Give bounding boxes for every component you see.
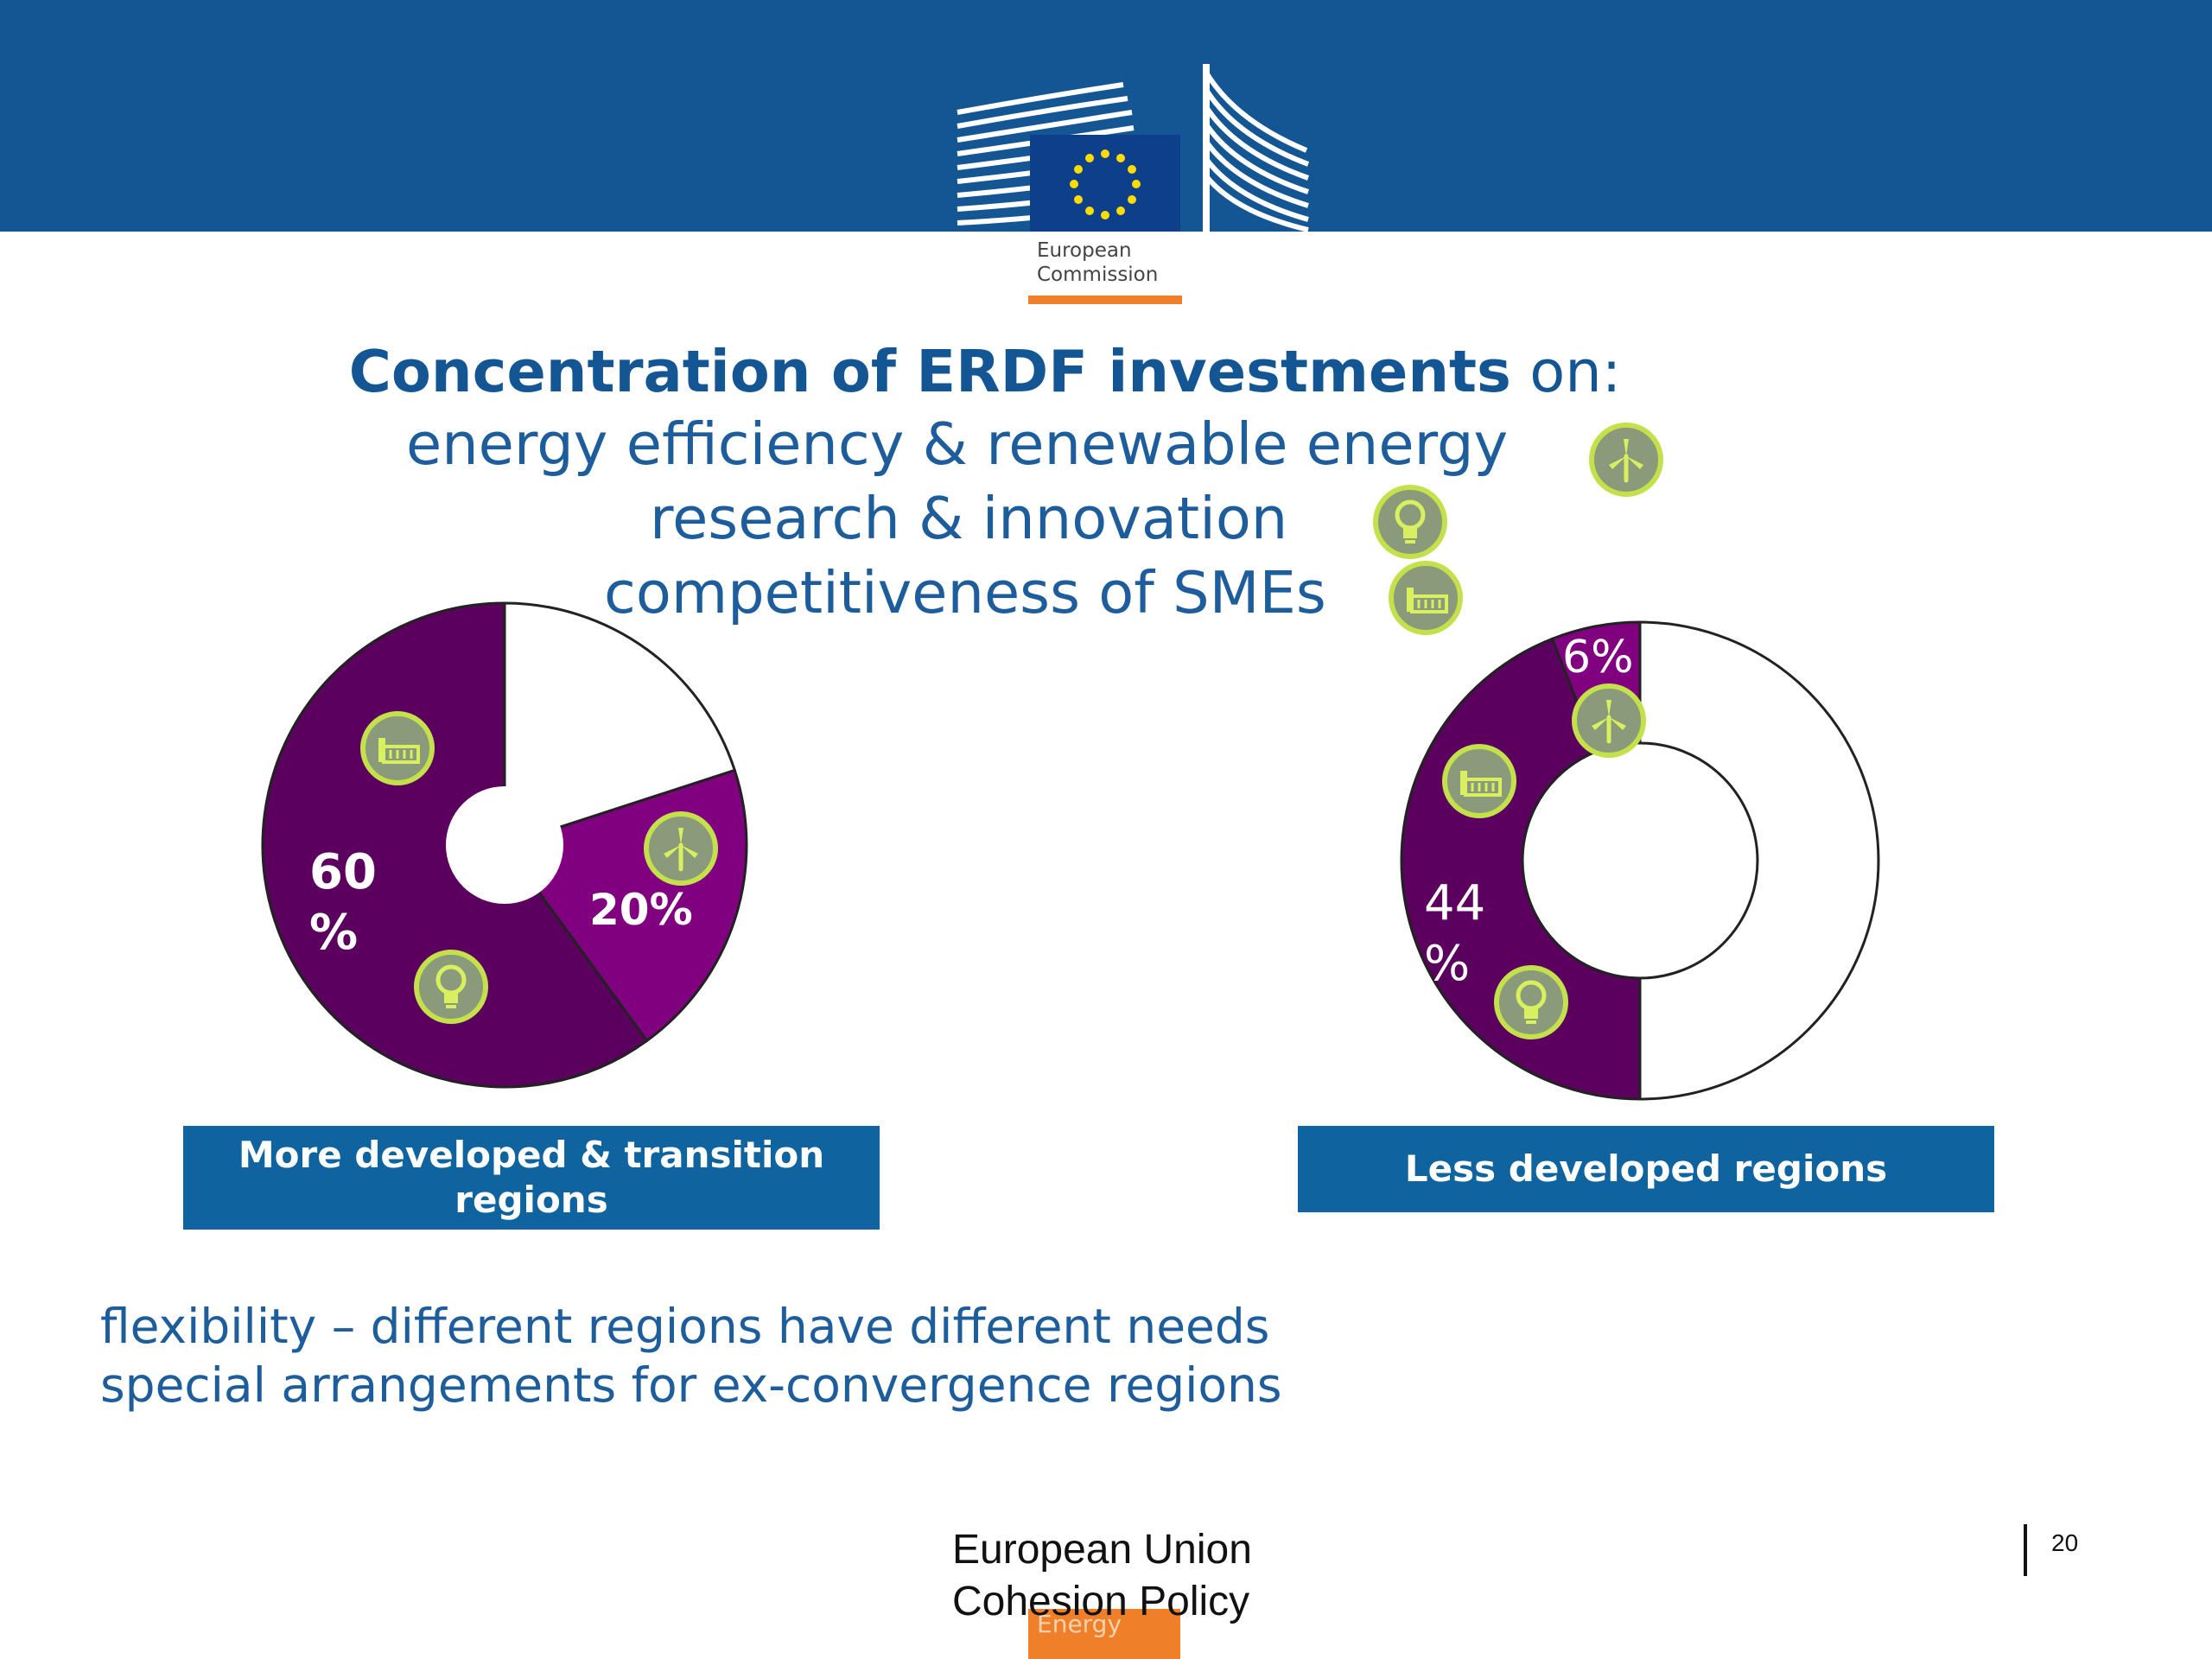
left-slice-other (503, 601, 737, 848)
left-big-num: 60 (309, 844, 377, 900)
right-donut-chart: 6% 44 % (1400, 620, 1880, 1101)
left-lightbulb-icon (416, 952, 486, 1021)
right-big-sign: % (1424, 936, 1470, 992)
logo-label-box (1028, 232, 1182, 354)
european-commission-logo: European Commission (950, 60, 1313, 354)
right-factory-icon (1445, 747, 1514, 816)
footer-line2: Cohesion Policy (952, 1579, 1250, 1624)
right-small-label: 6% (1562, 632, 1634, 683)
left-pie-chart: 60 % 20% (261, 601, 748, 1089)
footer-orange-tab (1028, 1609, 1180, 1659)
left-big-sign: % (309, 905, 358, 961)
special-arrangements-note: special arrangements for ex-convergence … (100, 1357, 1282, 1413)
lightbulb-icon (1367, 479, 1453, 565)
flexibility-note: flexibility – different regions have dif… (100, 1299, 1270, 1354)
less-developed-regions-label: Less developed regions (1298, 1126, 1994, 1212)
footer-title: European Union Cohesion Policy (952, 1524, 1252, 1628)
more-developed-regions-label: More developed & transition regions (183, 1126, 880, 1230)
more-developed-label-line1: More developed & transition (238, 1134, 825, 1176)
logo-text-line1: European (1037, 239, 1132, 262)
right-donut-hole (1521, 741, 1759, 980)
footer-divider (2024, 1524, 2027, 1576)
logo-orange-stripe (1028, 296, 1182, 304)
right-slice-other (1638, 620, 1880, 1101)
right-wind-turbine-icon (1574, 686, 1643, 755)
right-big-num: 44 (1424, 875, 1485, 931)
footer-tag: Energy (1037, 1610, 1122, 1638)
left-factory-icon (363, 714, 432, 783)
left-pie-hole (446, 786, 563, 904)
topic-energy: energy efficiency & renewable energy (406, 410, 1509, 478)
right-lightbulb-icon (1497, 968, 1566, 1037)
slide-title-bold: Concentration of ERDF investments (348, 338, 1511, 405)
eu-flag-stars-icon (1070, 149, 1141, 219)
page-number: 20 (2051, 1529, 2079, 1556)
footer-line1: European Union (952, 1527, 1252, 1573)
left-small-label: 20% (589, 885, 693, 935)
more-developed-label-line2: regions (454, 1179, 608, 1221)
topic-research: research & innovation (650, 485, 1288, 552)
left-wind-turbine-icon (646, 814, 715, 883)
wind-turbine-icon (1583, 416, 1669, 503)
slide-title: Concentration of ERDF investments on: (0, 335, 1970, 408)
logo-text-line2: Commission (1037, 264, 1159, 286)
topic-smes: competitiveness of SMEs (604, 559, 1326, 626)
slide-title-rest: on: (1510, 338, 1622, 405)
logo-text: European Commission (1037, 238, 1158, 287)
